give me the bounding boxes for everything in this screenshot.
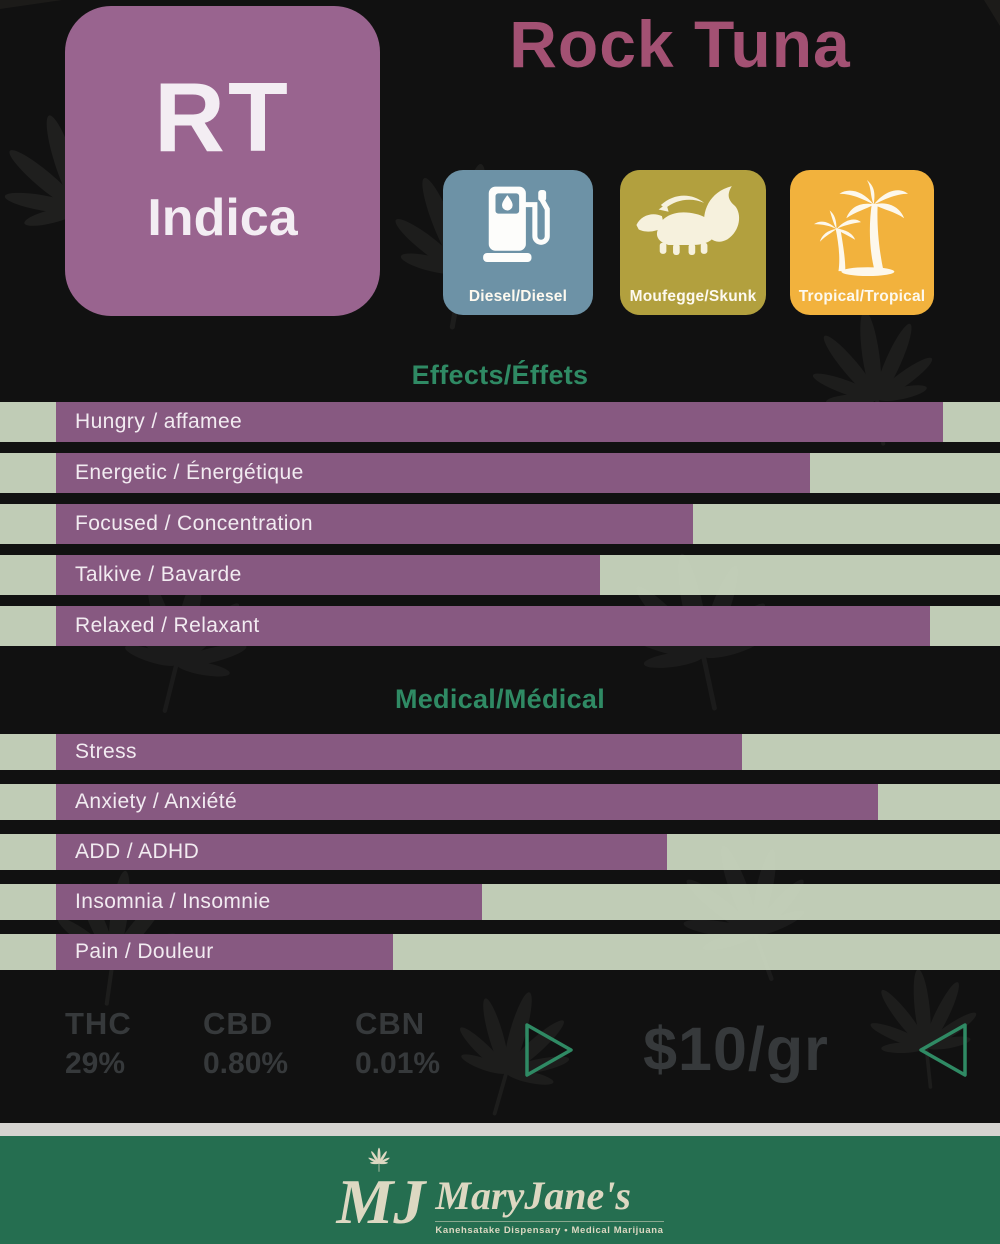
medical-bar: ADD / ADHD: [56, 834, 667, 870]
brand-logo: MJ MaryJane's Kanehsatake Dispensary • M…: [0, 1144, 1000, 1236]
stat-cbd: CBD 0.80%: [203, 1008, 288, 1079]
bar-track: Energetic / Énergétique: [0, 453, 1000, 493]
stat-value: 29%: [65, 1047, 126, 1080]
medical-bar-label: ADD / ADHD: [75, 840, 200, 863]
effect-bar-label: Hungry / affamee: [75, 410, 243, 433]
effect-bar-label: Focused / Concentration: [75, 512, 313, 535]
bar-track: Anxiety / Anxiété: [0, 784, 1000, 820]
medical-bar: Pain / Douleur: [56, 934, 393, 970]
skunk-icon: [620, 180, 766, 270]
triangle-right-icon: [525, 1023, 573, 1077]
flavor-label: Moufegge/Skunk: [629, 288, 757, 305]
photo-edge-artifact: [984, 0, 1000, 26]
bar-track: Stress: [0, 734, 1000, 770]
stat-value: 0.80%: [203, 1047, 289, 1080]
brand-monogram: MJ: [336, 1144, 425, 1234]
photo-edge-artifact: [0, 0, 62, 9]
bar-track: ADD / ADHD: [0, 834, 1000, 870]
medical-bar: Stress: [56, 734, 742, 770]
medical-bar-chart: Stress Anxiety / Anxiété ADD / ADHD Inso…: [0, 734, 1000, 984]
effects-heading: Effects/Éffets: [411, 360, 589, 390]
stat-label: CBD: [203, 1006, 274, 1041]
medical-bar-label: Insomnia / Insomnie: [75, 890, 271, 913]
flavor-tile-tropical: Tropical/Tropical: [790, 170, 934, 315]
effect-bar: Relaxed / Relaxant: [56, 606, 930, 646]
stat-value: 0.01%: [355, 1047, 441, 1080]
stat-label: CBN: [355, 1006, 426, 1041]
flavor-label: Diesel/Diesel: [468, 288, 568, 305]
medical-bar-label: Pain / Douleur: [75, 940, 214, 963]
flavor-label: Tropical/Tropical: [798, 288, 926, 305]
palm-trees-icon: [790, 180, 934, 278]
medical-bar: Anxiety / Anxiété: [56, 784, 878, 820]
medical-bar-label: Anxiety / Anxiété: [75, 790, 238, 813]
gas-pump-icon: [443, 180, 593, 272]
bar-track: Pain / Douleur: [0, 934, 1000, 970]
strain-badge: RT Indica: [65, 6, 380, 316]
bar-track: Relaxed / Relaxant: [0, 606, 1000, 646]
effect-bar: Energetic / Énergétique: [56, 453, 810, 493]
bar-track: Talkive / Bavarde: [0, 555, 1000, 595]
bar-track: Focused / Concentration: [0, 504, 1000, 544]
flavor-tile-diesel: Diesel/Diesel: [443, 170, 593, 315]
effect-bar: Talkive / Bavarde: [56, 555, 600, 595]
brand-name: MaryJane's: [435, 1173, 631, 1218]
cannabis-leaf-icon: [368, 1147, 391, 1172]
footer-divider: [0, 1123, 1000, 1136]
effect-bar: Hungry / affamee: [56, 402, 943, 442]
page-title: Rock Tuna: [509, 7, 851, 81]
flavor-tile-skunk: Moufegge/Skunk: [620, 170, 766, 315]
effects-bar-chart: Hungry / affamee Energetic / Énergétique…: [0, 402, 1000, 657]
stat-label: THC: [65, 1006, 132, 1041]
stat-cbn: CBN 0.01%: [355, 1008, 440, 1079]
effect-bar: Focused / Concentration: [56, 504, 693, 544]
medical-bar: Insomnia / Insomnie: [56, 884, 482, 920]
brand-monogram-text: MJ: [336, 1166, 426, 1237]
effect-bar-label: Talkive / Bavarde: [75, 563, 242, 586]
triangle-left-icon: [919, 1023, 967, 1077]
medical-bar-label: Stress: [75, 740, 137, 763]
footer-brand-band: MJ MaryJane's Kanehsatake Dispensary • M…: [0, 1136, 1000, 1244]
medical-heading: Medical/Médical: [394, 684, 606, 714]
effect-bar-label: Energetic / Énergétique: [75, 461, 304, 484]
bar-track: Hungry / affamee: [0, 402, 1000, 442]
stat-thc: THC 29%: [65, 1008, 132, 1079]
strain-code: RT: [154, 62, 291, 172]
price: $10/gr: [643, 1015, 829, 1083]
effect-bar-label: Relaxed / Relaxant: [75, 614, 260, 637]
brand-tagline: Kanehsatake Dispensary • Medical Marijua…: [435, 1221, 664, 1236]
strain-type: Indica: [147, 189, 298, 247]
bar-track: Insomnia / Insomnie: [0, 884, 1000, 920]
